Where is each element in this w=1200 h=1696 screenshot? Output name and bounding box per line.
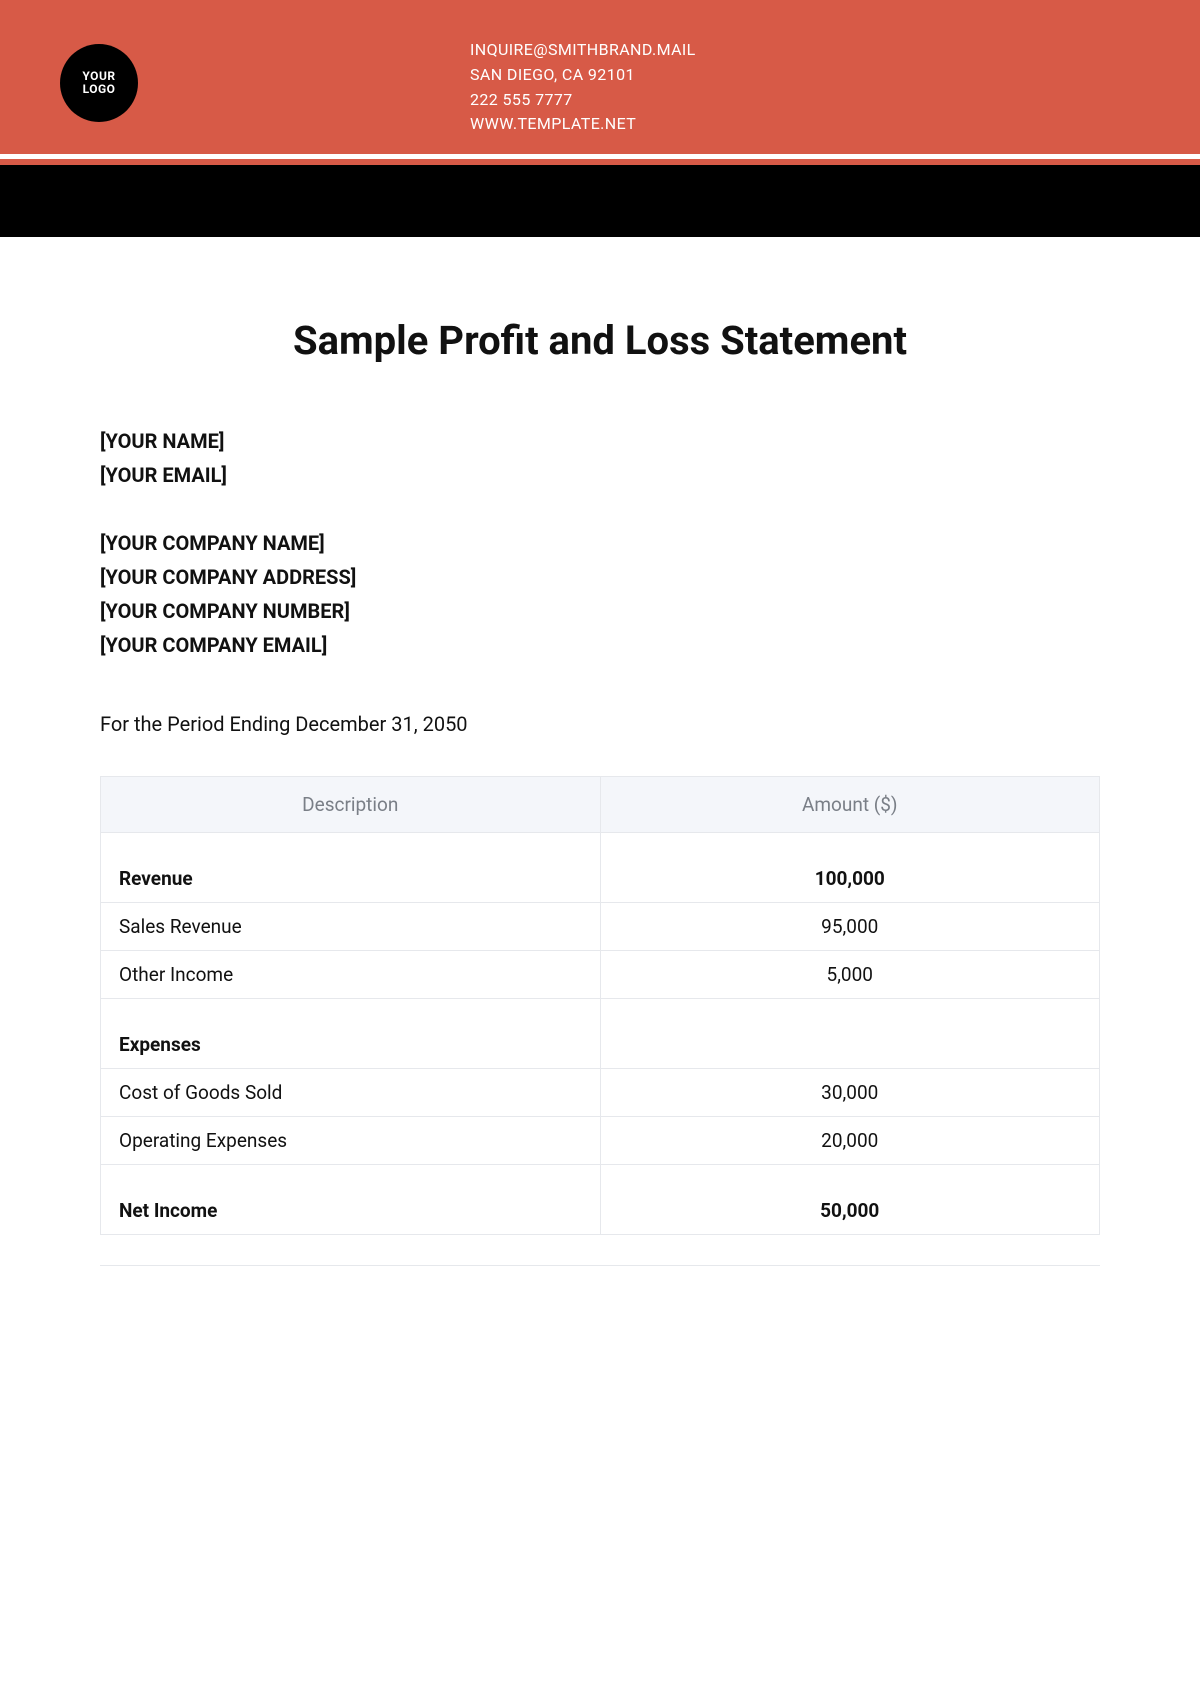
company-name: [YOUR COMPANY NAME] (100, 526, 1100, 560)
row-label: Operating Expenses (101, 1117, 601, 1165)
page-title: Sample Profit and Loss Statement (100, 317, 1100, 364)
row-amount: 95,000 (600, 903, 1100, 951)
company-info: [YOUR COMPANY NAME] [YOUR COMPANY ADDRES… (100, 526, 1100, 662)
table-row: Net Income50,000 (101, 1165, 1100, 1235)
your-email: [YOUR EMAIL] (100, 458, 1100, 492)
row-amount: 20,000 (600, 1117, 1100, 1165)
row-label: Sales Revenue (101, 903, 601, 951)
row-amount: 100,000 (600, 833, 1100, 903)
contact-email: INQUIRE@SMITHBRAND.MAIL (470, 38, 696, 63)
contact-phone: 222 555 7777 (470, 88, 696, 113)
black-band (0, 165, 1200, 237)
contact-website: WWW.TEMPLATE.NET (470, 112, 696, 137)
document-body: Sample Profit and Loss Statement [YOUR N… (0, 237, 1200, 1306)
contact-address: SAN DIEGO, CA 92101 (470, 63, 696, 88)
row-amount (600, 999, 1100, 1069)
row-label: Cost of Goods Sold (101, 1069, 601, 1117)
logo-placeholder: YOUR LOGO (60, 44, 138, 122)
table-row: Operating Expenses20,000 (101, 1117, 1100, 1165)
company-number: [YOUR COMPANY NUMBER] (100, 594, 1100, 628)
row-amount: 5,000 (600, 951, 1100, 999)
personal-info: [YOUR NAME] [YOUR EMAIL] (100, 424, 1100, 492)
period-text: For the Period Ending December 31, 2050 (100, 712, 1100, 736)
logo-line2: LOGO (83, 83, 116, 96)
pl-table: Description Amount ($) Revenue100,000Sal… (100, 776, 1100, 1235)
header-band: YOUR LOGO INQUIRE@SMITHBRAND.MAIL SAN DI… (0, 0, 1200, 154)
table-row: Expenses (101, 999, 1100, 1069)
your-name: [YOUR NAME] (100, 424, 1100, 458)
table-row: Sales Revenue95,000 (101, 903, 1100, 951)
contact-block: INQUIRE@SMITHBRAND.MAIL SAN DIEGO, CA 92… (470, 38, 696, 137)
row-label: Expenses (101, 999, 601, 1069)
col-description: Description (101, 777, 601, 833)
row-label: Other Income (101, 951, 601, 999)
row-label: Net Income (101, 1165, 601, 1235)
logo-area: YOUR LOGO (60, 38, 470, 122)
row-label: Revenue (101, 833, 601, 903)
table-row: Revenue100,000 (101, 833, 1100, 903)
row-amount: 50,000 (600, 1165, 1100, 1235)
table-row: Other Income5,000 (101, 951, 1100, 999)
row-amount: 30,000 (600, 1069, 1100, 1117)
footer-rule (100, 1265, 1100, 1266)
table-row: Cost of Goods Sold30,000 (101, 1069, 1100, 1117)
col-amount: Amount ($) (600, 777, 1100, 833)
table-header-row: Description Amount ($) (101, 777, 1100, 833)
company-email: [YOUR COMPANY EMAIL] (100, 628, 1100, 662)
company-address: [YOUR COMPANY ADDRESS] (100, 560, 1100, 594)
